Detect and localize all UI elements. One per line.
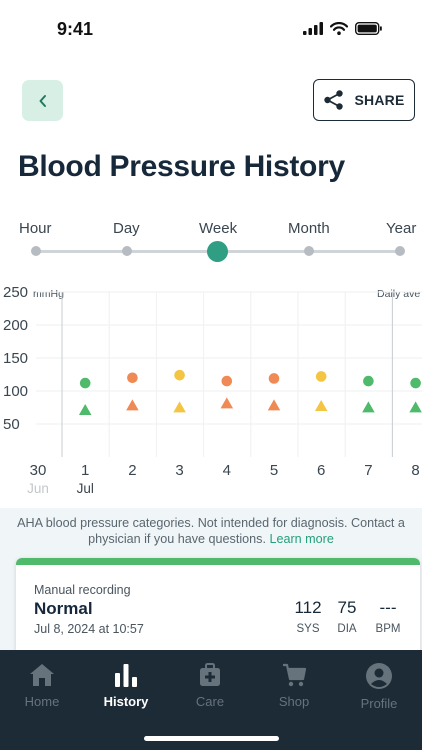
cellular-signal-icon (303, 22, 323, 35)
pulse-reading: --- BPM (370, 598, 406, 635)
diastolic-point (267, 399, 281, 411)
tab-home-label: Home (24, 694, 60, 709)
wifi-icon (330, 22, 348, 35)
range-label-hour[interactable]: Hour (19, 220, 52, 237)
range-stop-month[interactable] (304, 246, 314, 256)
pulse-unit: BPM (375, 623, 401, 635)
x-tick-label: 4 (223, 462, 231, 479)
status-bar: 9:41 (0, 0, 422, 60)
tab-shop[interactable]: Shop (252, 650, 336, 722)
diastolic-point (173, 401, 186, 413)
y-tick-label: 50 (3, 416, 20, 433)
learn-more-link[interactable]: Learn more (269, 532, 334, 546)
x-tick-label: 3 (175, 462, 183, 479)
range-label-month[interactable]: Month (288, 220, 330, 237)
y-tick-label: 100 (3, 383, 28, 400)
y-tick-label: 150 (3, 350, 28, 367)
x-tick-label: 8 (411, 462, 419, 479)
diastolic-point (220, 397, 234, 409)
status-icons (303, 22, 382, 35)
diastolic-point (314, 400, 328, 412)
diastolic-point (126, 399, 139, 411)
tab-profile-label: Profile (360, 696, 398, 711)
range-label-year[interactable]: Year (386, 220, 417, 237)
share-icon (324, 90, 344, 110)
diastolic-point (409, 401, 422, 413)
latest-reading-card[interactable]: Manual recording Normal Jul 8, 2024 at 1… (16, 558, 420, 658)
page-title: Blood Pressure History (18, 150, 345, 183)
range-stop-hour[interactable] (31, 246, 41, 256)
diastolic-point (78, 403, 92, 415)
tab-care[interactable]: Care (168, 650, 252, 722)
recording-date: Jul 8, 2024 at 10:57 (34, 622, 144, 636)
medical-kit-icon (200, 663, 220, 686)
profile-icon (366, 663, 392, 689)
x-month-label: Jul (77, 481, 94, 496)
diastolic-reading: 75 DIA (331, 598, 363, 635)
range-stop-week[interactable] (207, 241, 228, 262)
category-color-bar (16, 558, 420, 565)
share-button-label: SHARE (354, 92, 405, 108)
systolic-point (79, 377, 91, 389)
pulse-value: --- (379, 598, 397, 617)
recording-type: Manual recording (34, 583, 131, 597)
y-tick-label: 200 (3, 317, 28, 334)
systolic-point (127, 372, 138, 384)
y-axis-unit-label: mmHg (33, 288, 64, 300)
systolic-point (363, 375, 374, 387)
back-button[interactable] (22, 80, 63, 121)
x-tick-label: 6 (317, 462, 325, 479)
range-label-day[interactable]: Day (113, 220, 140, 237)
systolic-value: 112 (294, 598, 322, 617)
notice-text: AHA blood pressure categories. Not inten… (0, 515, 422, 547)
systolic-point (315, 371, 327, 382)
share-button[interactable]: SHARE (313, 79, 415, 121)
systolic-unit: SYS (296, 623, 320, 635)
bar-chart-icon (115, 664, 137, 687)
tab-bar: Home History Care Shop (0, 650, 422, 750)
systolic-point (268, 373, 280, 384)
tab-profile[interactable]: Profile (336, 650, 422, 722)
systolic-point (410, 377, 421, 389)
systolic-reading: 112 SYS (288, 598, 328, 635)
battery-icon (355, 22, 382, 35)
x-tick-label: 1 (81, 462, 89, 479)
tab-history-label: History (103, 694, 149, 709)
tab-care-label: Care (195, 694, 225, 709)
diastolic-value: 75 (337, 598, 357, 617)
tab-home[interactable]: Home (0, 650, 84, 722)
range-stop-year[interactable] (395, 246, 405, 256)
x-tick-label: 30 (30, 462, 47, 479)
diastolic-unit: DIA (337, 623, 357, 635)
status-time: 9:41 (57, 19, 94, 39)
range-label-week[interactable]: Week (199, 220, 238, 237)
x-month-label: Jun (27, 481, 49, 496)
home-indicator (144, 736, 279, 741)
x-tick-label: 5 (270, 462, 278, 479)
notice-message: AHA blood pressure categories. Not inten… (17, 516, 405, 546)
chevron-left-icon (39, 94, 46, 107)
daily-average-label: Daily ave (377, 288, 420, 300)
range-stop-day[interactable] (122, 246, 132, 256)
tab-shop-label: Shop (278, 694, 310, 709)
systolic-point (221, 375, 233, 387)
y-tick-label: 250 (3, 284, 28, 301)
home-icon (30, 664, 54, 686)
cart-icon (283, 663, 307, 687)
blood-pressure-chart[interactable]: mmHg Daily ave 250 200 150 100 50 30 1 2 3 4 5 6 7 8 J… (0, 282, 422, 504)
x-tick-label: 2 (128, 462, 136, 479)
x-tick-label: 7 (364, 462, 372, 479)
bp-category: Normal (34, 599, 93, 618)
tab-history[interactable]: History (84, 650, 168, 722)
systolic-point (174, 369, 185, 381)
diastolic-point (362, 401, 375, 413)
